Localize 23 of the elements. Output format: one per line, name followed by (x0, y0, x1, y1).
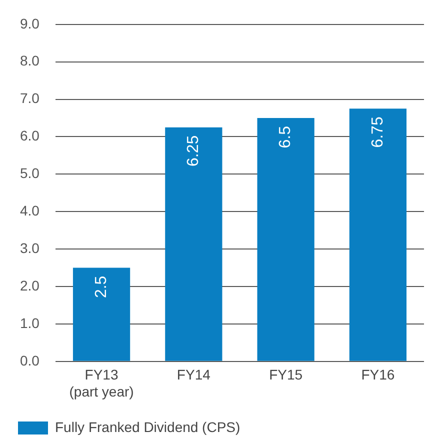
y-tick-label: 1.0 (20, 314, 40, 331)
x-tick-label: FY13 (part year) (69, 366, 134, 400)
y-tick-label: 8.0 (20, 52, 40, 69)
x-tick-label: FY15 (269, 366, 303, 383)
bar (349, 108, 406, 361)
y-tick-label: 9.0 (20, 15, 40, 32)
data-label: 6.75 (369, 116, 386, 148)
y-tick-label: 3.0 (20, 240, 40, 256)
bar (165, 127, 222, 361)
x-tick-label: FY14 (176, 366, 211, 383)
y-tick-label: 0.0 (20, 352, 40, 368)
y-tick-label: 7.0 (20, 90, 40, 106)
data-label: 2.5 (92, 276, 110, 298)
y-tick-label: 6.0 (20, 128, 40, 144)
legend-label: Fully Franked Dividend (CPS) (55, 418, 240, 435)
y-tick-label: 2.0 (20, 277, 40, 294)
y-tick-label: 4.0 (20, 202, 40, 218)
bar (72, 268, 130, 361)
bar (257, 118, 314, 361)
data-label: 6.5 (277, 126, 294, 148)
data-label: 6.25 (185, 135, 202, 167)
x-tick-label: FY16 (361, 366, 395, 383)
y-tick-label: 5.0 (20, 165, 40, 182)
